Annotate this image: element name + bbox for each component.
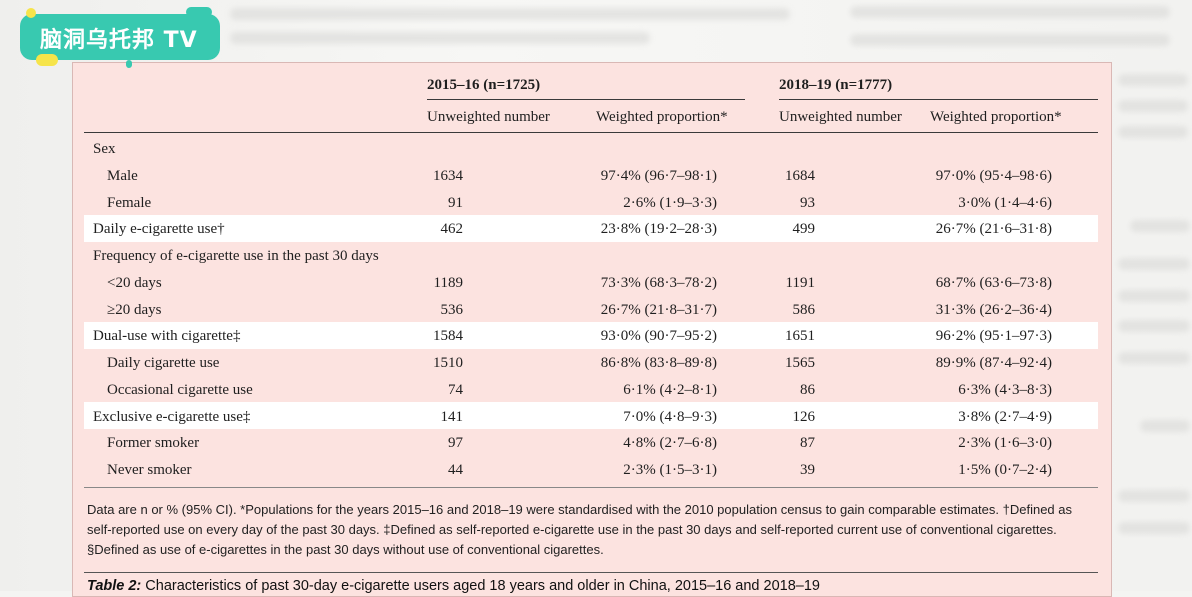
cell-unweighted-2018: 1191 bbox=[785, 275, 815, 291]
blurred-text bbox=[230, 32, 650, 44]
cell-weighted-2015: 86·8% (83·8–89·8) bbox=[600, 355, 717, 371]
cell-unweighted-2015: 1584 bbox=[433, 328, 463, 344]
cell-unweighted-2018: 1651 bbox=[785, 328, 815, 344]
col-header-weighted-2018: Weighted proportion* bbox=[930, 109, 1062, 125]
blurred-text bbox=[1118, 126, 1188, 138]
cell-weighted-2018: 3·0% (1·4–4·6) bbox=[958, 195, 1052, 211]
group-rule-2018 bbox=[779, 99, 1098, 100]
logo-decoration bbox=[36, 54, 58, 66]
channel-logo bbox=[20, 14, 220, 60]
row-label: Exclusive e-cigarette use‡ bbox=[93, 409, 251, 425]
group-header-2015: 2015–16 (n=1725) bbox=[427, 77, 541, 93]
blurred-text bbox=[230, 8, 790, 20]
cell-unweighted-2015: 536 bbox=[440, 302, 464, 318]
cell-unweighted-2015: 44 bbox=[448, 462, 463, 478]
logo-text: 脑洞乌托邦 TV bbox=[40, 28, 198, 53]
cell-weighted-2015: 97·4% (96·7–98·1) bbox=[600, 168, 717, 184]
cell-unweighted-2018: 86 bbox=[800, 382, 815, 398]
cell-unweighted-2015: 1189 bbox=[433, 275, 463, 291]
cell-weighted-2018: 26·7% (21·6–31·8) bbox=[935, 221, 1052, 237]
table-bottom-rule bbox=[84, 487, 1098, 488]
cell-weighted-2018: 96·2% (95·1–97·3) bbox=[935, 328, 1052, 344]
cell-weighted-2015: 93·0% (90·7–95·2) bbox=[600, 328, 717, 344]
logo-decoration bbox=[126, 60, 132, 68]
row-label: Occasional cigarette use bbox=[107, 382, 253, 398]
cell-unweighted-2015: 462 bbox=[440, 221, 464, 237]
blurred-text bbox=[1118, 100, 1188, 112]
row-label: Former smoker bbox=[107, 435, 200, 451]
cell-weighted-2018: 68·7% (63·6–73·8) bbox=[935, 275, 1052, 291]
cell-unweighted-2018: 87 bbox=[800, 435, 815, 451]
row-label: Frequency of e-cigarette use in the past… bbox=[93, 248, 379, 264]
row-highlight bbox=[84, 402, 1098, 429]
logo-decoration bbox=[186, 7, 212, 17]
row-highlight bbox=[84, 322, 1098, 349]
caption-label: Table 2: bbox=[87, 578, 142, 594]
header-bottom-rule bbox=[84, 132, 1098, 133]
row-label: Never smoker bbox=[107, 462, 192, 478]
blurred-text bbox=[1118, 258, 1190, 270]
cell-unweighted-2018: 1565 bbox=[785, 355, 815, 371]
blurred-text bbox=[850, 34, 1170, 46]
row-label: Sex bbox=[93, 141, 116, 157]
col-header-unweighted-2015: Unweighted number bbox=[427, 109, 550, 125]
cell-weighted-2018: 2·3% (1·6–3·0) bbox=[958, 435, 1052, 451]
caption-text: Characteristics of past 30-day e-cigaret… bbox=[141, 578, 820, 594]
row-label: Dual-use with cigarette‡ bbox=[93, 328, 241, 344]
row-highlight bbox=[84, 215, 1098, 242]
logo-decoration bbox=[26, 8, 36, 18]
row-label: Daily cigarette use bbox=[107, 355, 220, 371]
group-header-2018: 2018–19 (n=1777) bbox=[779, 77, 893, 93]
cell-unweighted-2018: 126 bbox=[792, 409, 816, 425]
cell-unweighted-2018: 39 bbox=[800, 462, 815, 478]
row-label: Female bbox=[107, 195, 152, 211]
cell-unweighted-2015: 74 bbox=[448, 382, 463, 398]
table-caption: Table 2: Characteristics of past 30-day … bbox=[87, 578, 820, 594]
table-footnote: Data are n or % (95% CI). *Populations f… bbox=[87, 502, 1073, 557]
blurred-text bbox=[1118, 320, 1190, 332]
cell-weighted-2015: 2·6% (1·9–3·3) bbox=[623, 195, 717, 211]
blurred-text bbox=[1118, 352, 1190, 364]
row-label: Daily e-cigarette use† bbox=[93, 221, 225, 237]
cell-weighted-2015: 6·1% (4·2–8·1) bbox=[623, 382, 717, 398]
blurred-text bbox=[1130, 220, 1190, 232]
blurred-text bbox=[1140, 420, 1190, 432]
cell-unweighted-2018: 499 bbox=[792, 221, 816, 237]
cell-unweighted-2015: 141 bbox=[440, 409, 464, 425]
cell-weighted-2018: 6·3% (4·3–8·3) bbox=[958, 382, 1052, 398]
cell-unweighted-2015: 91 bbox=[448, 195, 463, 211]
blurred-text bbox=[1118, 74, 1188, 86]
blurred-text bbox=[1118, 522, 1190, 534]
cell-weighted-2015: 4·8% (2·7–6·8) bbox=[623, 435, 717, 451]
cell-weighted-2018: 97·0% (95·4–98·6) bbox=[935, 168, 1052, 184]
cell-unweighted-2018: 93 bbox=[800, 195, 815, 211]
col-header-weighted-2015: Weighted proportion* bbox=[596, 109, 728, 125]
row-label: ≥20 days bbox=[107, 302, 162, 318]
cell-weighted-2015: 23·8% (19·2–28·3) bbox=[600, 221, 717, 237]
group-rule-2015 bbox=[427, 99, 745, 100]
cell-weighted-2018: 3·8% (2·7–4·9) bbox=[958, 409, 1052, 425]
cell-unweighted-2015: 97 bbox=[448, 435, 463, 451]
cell-weighted-2015: 73·3% (68·3–78·2) bbox=[600, 275, 717, 291]
cell-weighted-2015: 7·0% (4·8–9·3) bbox=[623, 409, 717, 425]
blurred-text bbox=[1118, 290, 1190, 302]
col-header-unweighted-2018: Unweighted number bbox=[779, 109, 902, 125]
row-label: Male bbox=[107, 168, 138, 184]
cell-weighted-2018: 89·9% (87·4–92·4) bbox=[935, 355, 1052, 371]
cell-unweighted-2015: 1634 bbox=[433, 168, 463, 184]
blurred-text bbox=[1118, 490, 1190, 502]
cell-weighted-2018: 1·5% (0·7–2·4) bbox=[958, 462, 1052, 478]
cell-weighted-2018: 31·3% (26·2–36·4) bbox=[935, 302, 1052, 318]
row-label: <20 days bbox=[107, 275, 162, 291]
caption-rule bbox=[84, 572, 1098, 573]
cell-weighted-2015: 26·7% (21·8–31·7) bbox=[600, 302, 717, 318]
cell-unweighted-2018: 1684 bbox=[785, 168, 815, 184]
blurred-text bbox=[850, 6, 1170, 18]
cell-unweighted-2018: 586 bbox=[792, 302, 816, 318]
cell-unweighted-2015: 1510 bbox=[433, 355, 463, 371]
cell-weighted-2015: 2·3% (1·5–3·1) bbox=[623, 462, 717, 478]
